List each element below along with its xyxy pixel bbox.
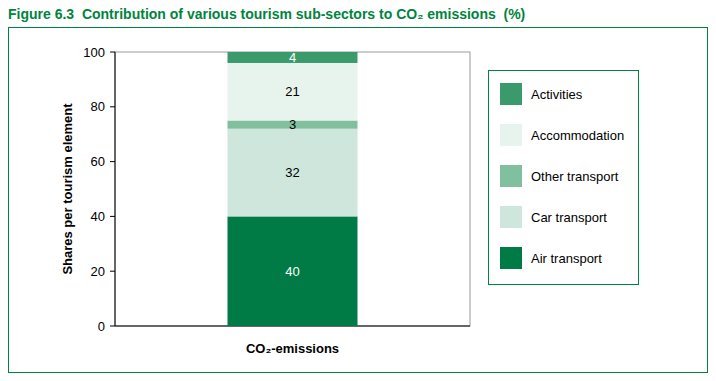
y-tick-label: 80 [91,99,105,114]
data-label: 21 [285,84,299,99]
y-tick [110,271,115,272]
chart: Figure 6.3 Contribution of various touri… [0,0,716,381]
y-tick [110,216,115,217]
plot-frame [115,52,470,326]
outer-frame [9,28,708,373]
legend-label: Air transport [531,251,602,266]
y-axis [115,52,116,326]
data-labels: 40 32 3 21 4 [285,50,299,279]
legend-swatch [500,206,522,228]
legend-label: Accommodation [531,128,624,143]
y-tick [110,161,115,162]
y-tick-label: 60 [91,154,105,169]
y-axis-label: Shares per tourism element [60,103,75,275]
y-tick-label: 100 [83,45,105,60]
y-tick-label: 40 [91,209,105,224]
y-tick [110,52,115,53]
data-label: 4 [289,50,296,65]
y-tick [110,326,115,327]
legend-swatch [500,165,522,187]
legend-box [489,71,639,285]
bar-segment [228,216,358,326]
title: Figure 6.3 Contribution of various touri… [8,6,525,22]
legend-label: Car transport [531,210,607,225]
category-label: CO₂-emissions [246,341,339,356]
y-tick-label: 0 [98,319,105,334]
legend-swatch [500,247,522,269]
y-tick-label: 20 [91,264,105,279]
data-label: 3 [289,117,296,132]
legend-swatch [500,83,522,105]
data-label: 40 [285,264,299,279]
legend-label: Activities [531,87,583,102]
bar-segment [228,129,358,217]
bar-segment [228,63,358,121]
y-tick [110,106,115,107]
data-label: 32 [285,165,299,180]
legend-swatch [500,124,522,146]
bars [228,52,358,326]
legend-label: Other transport [531,169,619,184]
